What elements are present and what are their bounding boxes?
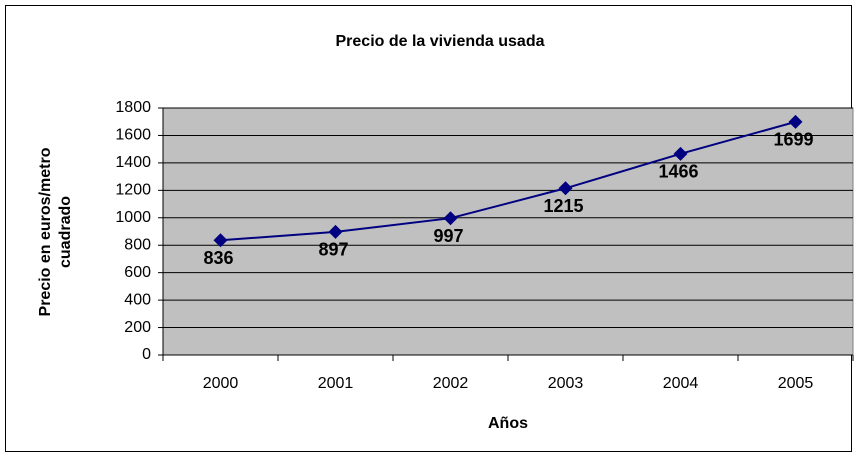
x-tick-label: 2001 (318, 375, 354, 392)
y-tick-label: 0 (142, 346, 151, 363)
y-axis-label: Precio en euros/metro cuadrado (37, 147, 74, 316)
x-tick-label: 2002 (433, 375, 469, 392)
data-label: 997 (433, 226, 463, 246)
marker (673, 146, 688, 161)
y-tick-label: 400 (124, 291, 151, 308)
x-axis-label: Años (488, 415, 528, 432)
plot-area (162, 107, 854, 356)
marker (328, 224, 343, 239)
line (220, 120, 796, 242)
x-tick-label: 2005 (778, 375, 814, 392)
marker (558, 181, 573, 196)
y-tick-label: 1600 (115, 127, 151, 144)
data-label: 1699 (773, 130, 813, 150)
y-tick-label: 1800 (115, 99, 151, 116)
x-tick-label: 2004 (663, 375, 699, 392)
y-tick-label: 800 (124, 236, 151, 253)
y-axis-label-line: Precio en euros/metro (37, 147, 54, 316)
marker (443, 211, 458, 226)
chart-title: Precio de la vivienda usada (336, 33, 545, 50)
data-label: 897 (318, 240, 348, 260)
x-tick-label: 2003 (548, 375, 584, 392)
data-label: 1466 (658, 162, 698, 182)
data-label: 836 (203, 248, 233, 268)
y-axis-label-line: cuadrado (57, 196, 74, 268)
marker (788, 114, 803, 129)
data-label: 1215 (543, 196, 583, 216)
y-tick-label: 1200 (115, 182, 151, 199)
marker (213, 233, 228, 248)
y-tick-label: 1400 (115, 154, 151, 171)
y-tick-label: 600 (124, 264, 151, 281)
y-tick-label: 200 (124, 319, 151, 336)
y-tick-label: 1000 (115, 209, 151, 226)
x-tick-label: 2000 (203, 375, 239, 392)
